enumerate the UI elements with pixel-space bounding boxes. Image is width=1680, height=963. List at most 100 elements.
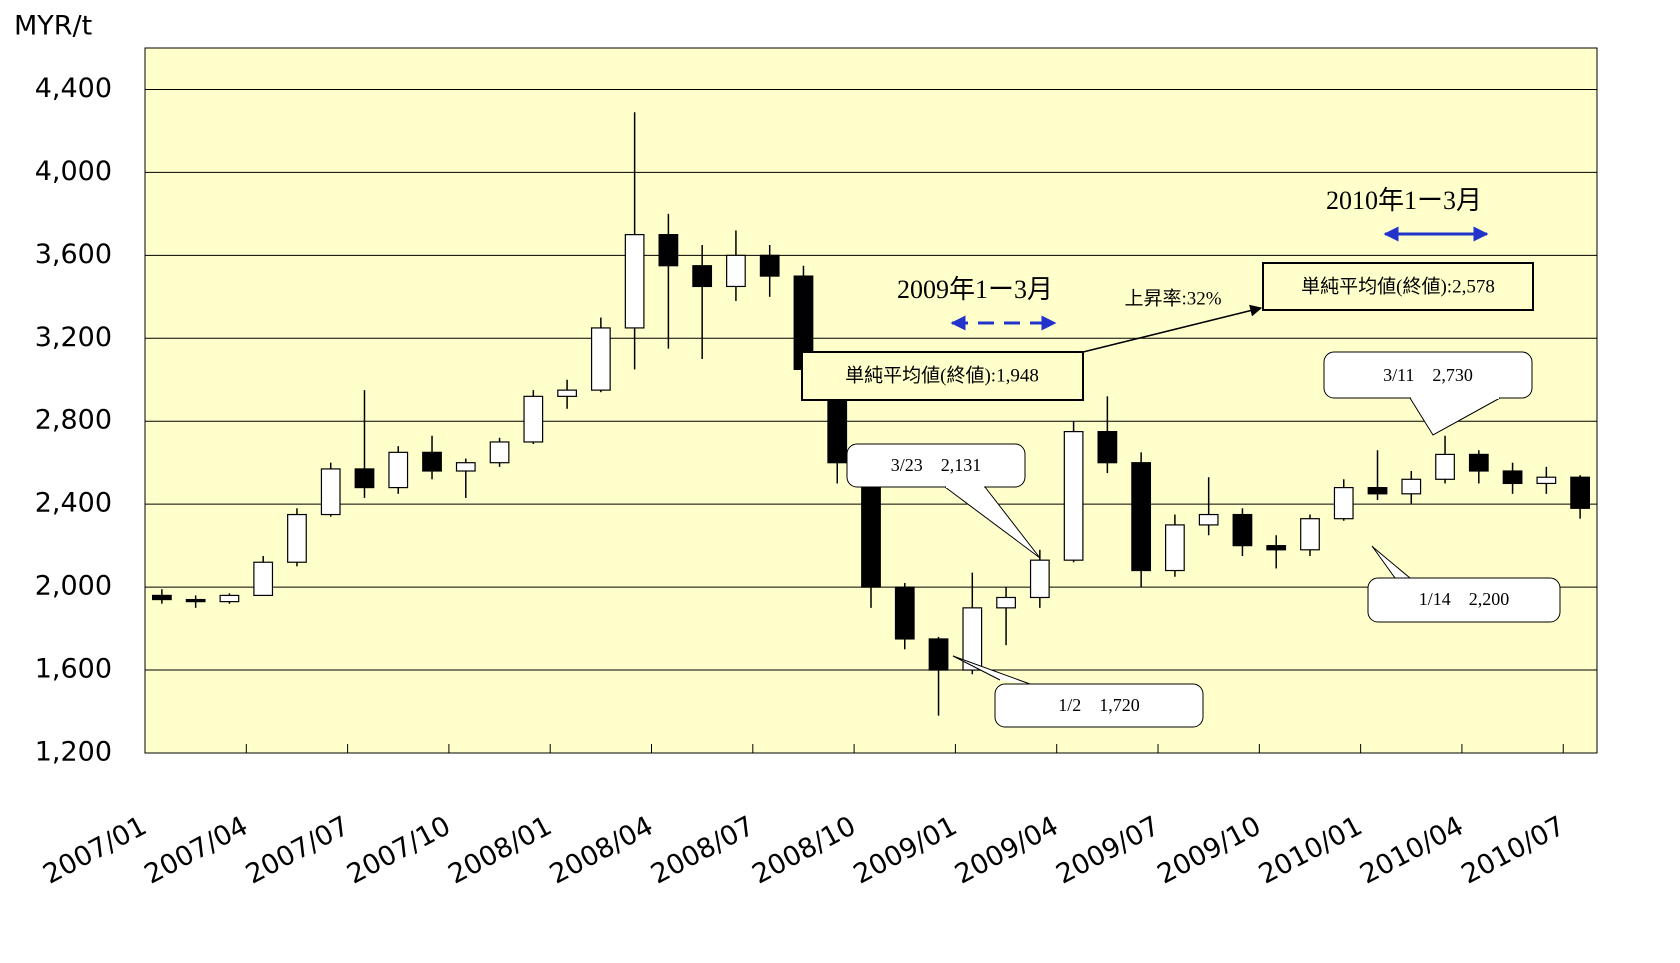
y-axis-label: MYR/t [14,11,92,42]
candle-body [1266,545,1287,551]
candle [726,230,746,301]
x-tick-label: 2009/04 [950,810,1064,890]
avg-box [801,351,1084,401]
candle-body [354,468,375,489]
y-tick-label: 2,400 [35,488,112,519]
candle-body [151,594,172,601]
candle-body [1468,453,1489,472]
candle-body [388,451,409,489]
candle [759,244,780,297]
candle [422,435,442,480]
callout-label: 1/14 2,200 [1419,589,1510,609]
candle [287,508,307,567]
candle-body [894,586,915,640]
x-tick-label: 2008/04 [545,810,659,890]
x-tick-label: 2007/10 [342,810,456,890]
candle [523,390,544,445]
y-tick-label: 3,600 [35,239,112,270]
period-label: 2010年1ー3月 [1326,186,1482,215]
arrow [1082,304,1263,353]
candle [489,437,510,467]
candle-body [1198,513,1219,526]
candle-body [726,254,746,288]
candle [354,390,375,498]
candle [1468,450,1489,484]
candle [1300,514,1320,557]
period-label: 2009年1ー3月 [897,275,1053,304]
candle [1367,450,1388,501]
candle-body [962,607,983,671]
x-tick-label: 2008/10 [747,810,861,890]
candle [1097,396,1118,474]
x-tick-label: 2010/04 [1355,810,1469,890]
candle-body [1435,453,1455,480]
y-tick-label: 3,200 [35,322,112,353]
candle-body [219,594,240,603]
candle-body [185,598,206,603]
candle-body [928,638,949,671]
y-tick-label: 1,200 [35,737,112,768]
candle [1333,479,1354,521]
candle [793,265,814,401]
candle-body [996,596,1016,609]
annotations: 2009年1ー3月 2010年1ー3月 上昇率:32% 単純平均値(終値):1,… [801,186,1561,728]
callout-label: 3/23 2,131 [891,455,982,475]
candle-body [1165,524,1185,572]
callout-label: 3/11 2,730 [1383,365,1473,385]
candle [320,462,341,517]
candle [455,458,476,498]
candle-body [489,441,510,464]
candle [1165,514,1185,577]
candle [253,556,274,597]
candle [692,244,713,360]
candle-body [253,561,274,597]
candle-body [1536,476,1557,485]
candle [1198,477,1219,536]
candle [557,379,577,409]
candle-body [1300,518,1320,551]
candle-body [1401,478,1422,495]
y-tick-label: 4,400 [35,73,112,104]
x-tick-label: 2008/01 [443,810,557,890]
candle [1570,475,1591,519]
candle [624,112,645,370]
x-tick-label: 2008/07 [646,810,760,890]
candle [1063,421,1084,563]
candle [590,317,611,393]
callout [1367,577,1561,623]
candle [1131,452,1152,588]
candle-body [1502,470,1523,485]
avg-label: 単純平均値(終値):2,578 [1301,275,1495,297]
candle-body [557,389,577,397]
candle-body [692,265,713,288]
candle [219,593,240,604]
callout-label: 1/2 1,720 [1058,695,1140,715]
candle [928,636,949,716]
candle [151,589,172,604]
candle [1029,549,1050,608]
candle-body [1232,513,1253,547]
x-tick-label: 2007/07 [241,810,355,890]
candle-body [1097,431,1118,464]
callout-pointer [1409,397,1501,436]
candle [1401,471,1422,505]
candle-body [1333,486,1354,520]
candle [894,582,915,650]
candle [1266,535,1287,569]
y-tick-label: 4,000 [35,156,112,187]
candle [388,446,409,494]
candle-body [320,468,341,516]
y-tick-label: 2,000 [35,571,112,602]
candle [1232,508,1253,557]
candle-body [287,513,307,563]
candle-body [1029,559,1050,599]
callout [994,683,1204,728]
candle [1502,462,1523,494]
candle-body [523,395,544,443]
x-tick-label: 2007/04 [140,810,254,890]
callout-pointer [944,486,1041,559]
y-tick-label: 1,600 [35,654,112,685]
candle-body [590,327,611,391]
